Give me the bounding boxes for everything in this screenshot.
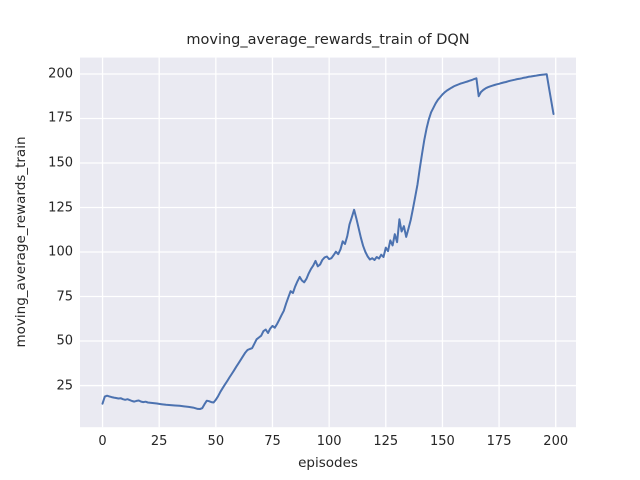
- y-tick-label: 25: [56, 378, 73, 394]
- y-tick-label: 175: [48, 110, 73, 126]
- y-tick-label: 75: [56, 289, 73, 305]
- plot-area: [80, 57, 576, 428]
- x-tick-label: 75: [264, 434, 281, 449]
- chart-title: moving_average_rewards_train of DQN: [186, 32, 470, 48]
- x-tick-label: 100: [316, 434, 342, 449]
- y-tick-label: 150: [48, 155, 73, 171]
- y-axis-label: moving_average_rewards_train: [13, 136, 29, 348]
- x-tick-label: 125: [373, 434, 399, 449]
- x-tick-label: 25: [150, 434, 168, 449]
- x-axis-label: episodes: [298, 455, 358, 471]
- x-tick-label: 175: [486, 434, 512, 449]
- x-tick-label: 150: [430, 434, 455, 449]
- x-tick-label: 0: [98, 434, 107, 449]
- data-line-dqn-rewards: [101, 73, 555, 410]
- x-tick-label: 50: [207, 434, 225, 449]
- x-tick-label: 200: [543, 434, 569, 449]
- y-tick-label: 50: [56, 333, 73, 349]
- y-tick-label: 100: [48, 244, 73, 260]
- y-tick-label: 125: [48, 200, 73, 215]
- y-tick-label: 200: [48, 66, 73, 82]
